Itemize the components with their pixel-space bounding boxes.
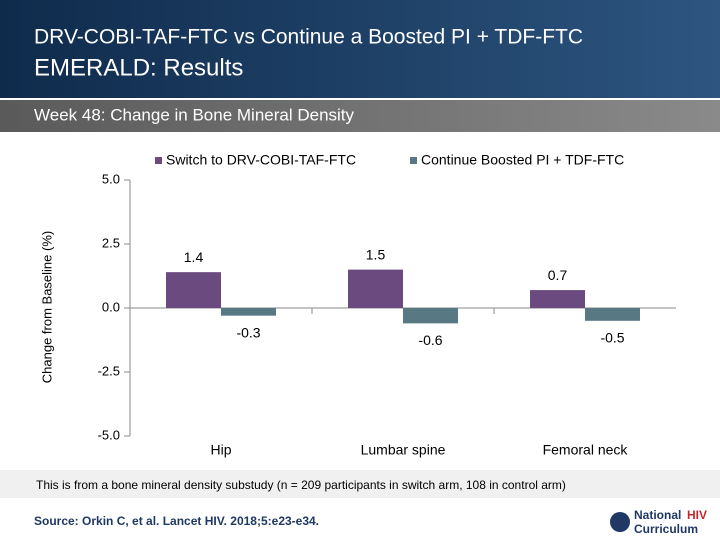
bar	[348, 269, 403, 308]
header-band	[0, 0, 720, 98]
logo-curriculum: Curriculum	[634, 522, 698, 536]
logo-icon	[610, 512, 630, 532]
y-tick-label: -2.5	[98, 363, 120, 378]
legend-swatch	[410, 157, 417, 164]
data-label: 1.5	[366, 246, 386, 262]
bar	[221, 308, 276, 316]
legend-swatch	[155, 157, 162, 164]
footnote-band	[0, 470, 720, 498]
x-tick-label: Hip	[210, 442, 231, 458]
x-tick-label: Lumbar spine	[361, 442, 446, 458]
x-tick-label: Femoral neck	[543, 442, 629, 458]
slide-subtitle: EMERALD: Results	[34, 54, 243, 81]
bar	[530, 290, 585, 308]
data-label: -0.5	[600, 330, 624, 346]
y-tick-label: 2.5	[102, 235, 120, 250]
logo-hiv: HIV	[687, 508, 707, 522]
bar	[585, 308, 640, 321]
bar	[403, 308, 458, 324]
data-label: 1.4	[184, 249, 204, 265]
logo: National HIV Curriculum	[610, 508, 707, 536]
section-band	[0, 100, 720, 132]
y-tick-label: 5.0	[102, 171, 120, 186]
source: Source: Orkin C, et al. Lancet HIV. 2018…	[34, 514, 319, 528]
legend-label: Continue Boosted PI + TDF-FTC	[421, 152, 624, 168]
logo-national: National	[634, 508, 681, 522]
data-label: 0.7	[548, 267, 568, 283]
y-tick-label: -5.0	[98, 427, 120, 442]
footnote: This is from a bone mineral density subs…	[36, 478, 566, 492]
y-axis-label: Change from Baseline (%)	[39, 231, 54, 383]
legend-label: Switch to DRV-COBI-TAF-FTC	[166, 152, 356, 168]
data-label: -0.3	[236, 324, 260, 340]
section-title: Week 48: Change in Bone Mineral Density	[34, 105, 355, 124]
data-label: -0.6	[418, 332, 442, 348]
y-tick-label: 0.0	[102, 299, 120, 314]
slide-title: DRV-COBI-TAF-FTC vs Continue a Boosted P…	[34, 26, 583, 49]
bar	[166, 272, 221, 308]
